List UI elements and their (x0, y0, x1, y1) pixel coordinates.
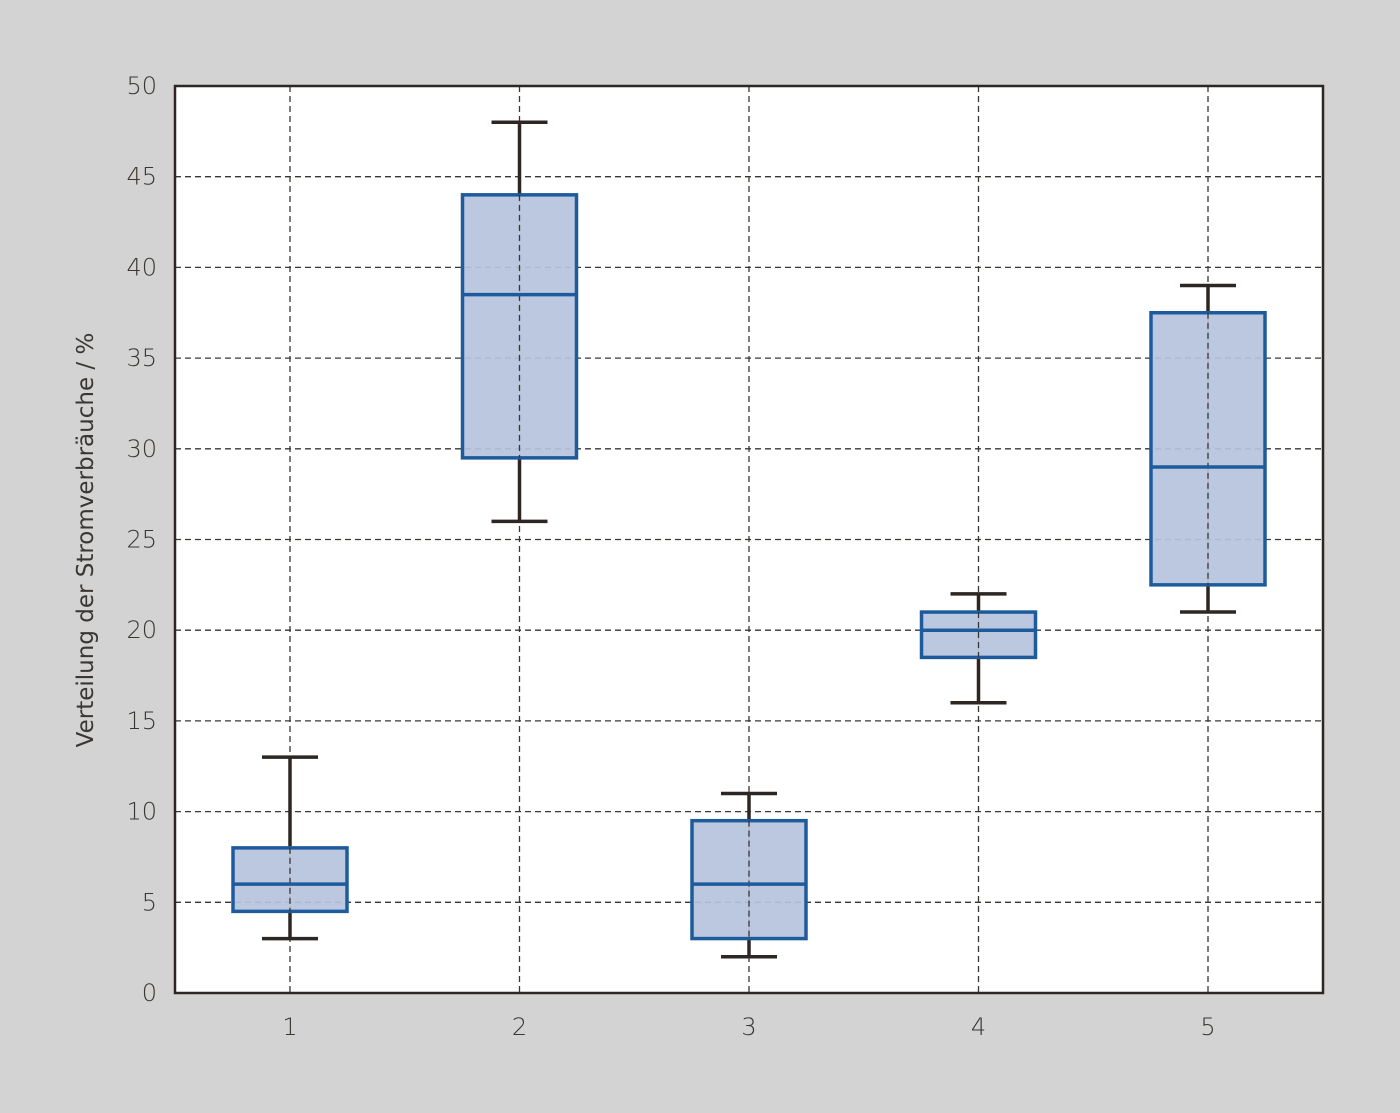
y-axis-ticks: 0 5 10 15 20 25 30 35 40 45 50 (126, 72, 157, 1007)
box-5 (1149, 283, 1267, 614)
x-tick-label: 5 (1200, 1013, 1215, 1041)
x-tick-label: 4 (971, 1013, 986, 1041)
x-axis-ticks: 1 2 3 4 5 (282, 1013, 1215, 1041)
plot-frame (173, 84, 1325, 995)
x-tick-label: 3 (741, 1013, 756, 1041)
y-tick-label: 30 (126, 435, 157, 463)
y-tick-label: 0 (142, 979, 157, 1007)
y-tick-label: 35 (126, 344, 157, 372)
x-tick-label: 2 (512, 1013, 527, 1041)
box-4 (919, 592, 1038, 705)
box-3 (690, 791, 808, 959)
y-tick-label: 15 (126, 707, 157, 735)
x-tick-label: 1 (282, 1013, 297, 1041)
y-tick-label: 5 (142, 888, 157, 916)
y-tick-label: 40 (126, 253, 157, 281)
y-tick-label: 50 (126, 72, 157, 100)
y-tick-label: 10 (126, 798, 157, 826)
box-2 (460, 120, 579, 524)
box-group (231, 120, 1267, 959)
y-tick-label: 20 (126, 616, 157, 644)
y-axis-title: Verteilung der Stromverbräuche / % (73, 333, 99, 748)
box-1 (231, 755, 349, 941)
y-tick-label: 25 (126, 526, 157, 554)
iqr-box (690, 818, 808, 941)
y-tick-label: 45 (126, 163, 157, 191)
